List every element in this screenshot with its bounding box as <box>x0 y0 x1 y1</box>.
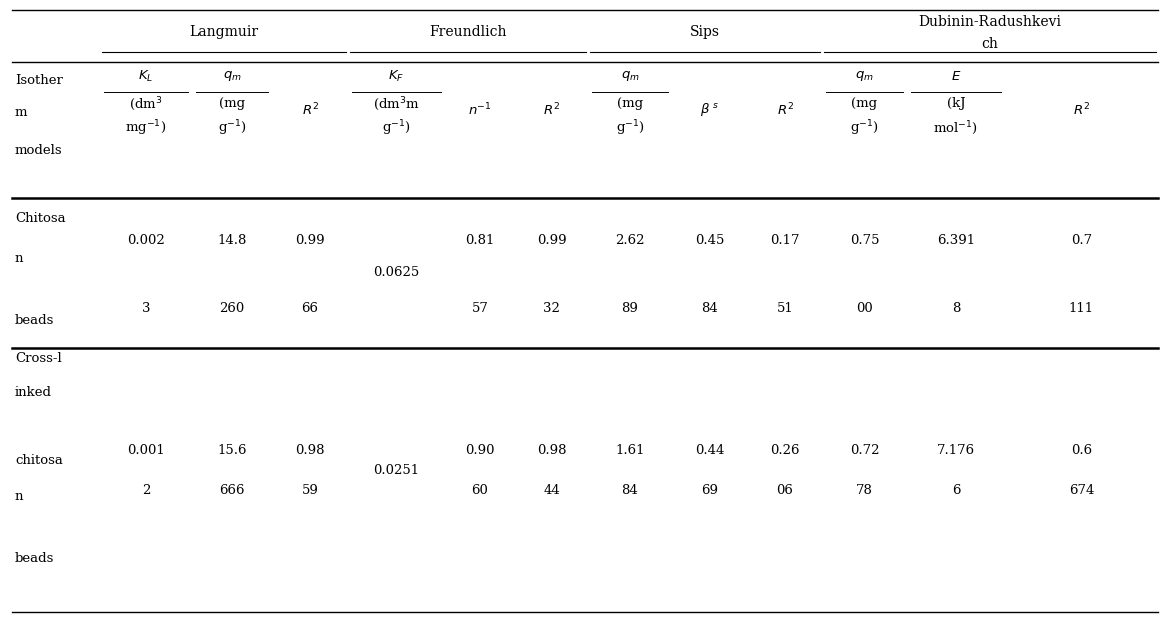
Text: mol$^{-1}$): mol$^{-1}$) <box>933 119 979 137</box>
Text: 0.26: 0.26 <box>770 443 799 456</box>
Text: 111: 111 <box>1069 301 1094 314</box>
Text: g$^{-1}$): g$^{-1}$) <box>850 118 878 138</box>
Text: 0.0625: 0.0625 <box>373 266 419 279</box>
Text: 674: 674 <box>1068 483 1094 496</box>
Text: 51: 51 <box>777 301 793 314</box>
Text: (dm$^3$: (dm$^3$ <box>129 95 163 113</box>
Text: Cross-l: Cross-l <box>15 352 62 365</box>
Text: 0.98: 0.98 <box>537 443 566 456</box>
Text: Isother: Isother <box>15 74 63 87</box>
Text: 84: 84 <box>622 483 638 496</box>
Text: 0.99: 0.99 <box>537 233 566 246</box>
Text: 0.17: 0.17 <box>770 233 799 246</box>
Text: 3: 3 <box>142 301 150 314</box>
Text: 44: 44 <box>543 483 560 496</box>
Text: 66: 66 <box>302 301 318 314</box>
Text: mg$^{-1}$): mg$^{-1}$) <box>126 118 167 138</box>
Text: (mg: (mg <box>617 98 643 111</box>
Text: 666: 666 <box>219 483 245 496</box>
Text: g$^{-1}$): g$^{-1}$) <box>615 118 644 138</box>
Text: 1.61: 1.61 <box>615 443 644 456</box>
Text: m: m <box>15 106 28 119</box>
Text: inked: inked <box>15 386 52 399</box>
Text: 6.391: 6.391 <box>937 233 975 246</box>
Text: 00: 00 <box>856 301 873 314</box>
Text: 0.002: 0.002 <box>127 233 165 246</box>
Text: Sips: Sips <box>690 25 720 39</box>
Text: (kJ: (kJ <box>947 98 966 111</box>
Text: $R^2$: $R^2$ <box>777 102 793 118</box>
Text: 260: 260 <box>219 301 245 314</box>
Text: 0.72: 0.72 <box>849 443 880 456</box>
Text: 7.176: 7.176 <box>937 443 975 456</box>
Text: (dm$^3$m: (dm$^3$m <box>373 95 419 113</box>
Text: 0.0251: 0.0251 <box>374 464 419 477</box>
Text: beads: beads <box>15 552 55 565</box>
Text: 0.6: 0.6 <box>1071 443 1092 456</box>
Text: $n^{-1}$: $n^{-1}$ <box>468 102 492 118</box>
Text: 59: 59 <box>302 483 318 496</box>
Text: 0.7: 0.7 <box>1071 233 1092 246</box>
Text: 2: 2 <box>142 483 150 496</box>
Text: n: n <box>15 490 23 503</box>
Text: $R^2$: $R^2$ <box>1073 102 1090 118</box>
Text: 6: 6 <box>952 483 960 496</box>
Text: 2.62: 2.62 <box>615 233 644 246</box>
Text: g$^{-1}$): g$^{-1}$) <box>218 118 246 138</box>
Text: $E$: $E$ <box>951 69 961 82</box>
Text: (mg: (mg <box>852 98 877 111</box>
Text: beads: beads <box>15 313 55 326</box>
Text: ch: ch <box>982 37 998 51</box>
Text: 0.001: 0.001 <box>127 443 165 456</box>
Text: $q_m$: $q_m$ <box>621 69 640 83</box>
Text: $\beta$ $^s$: $\beta$ $^s$ <box>700 102 720 118</box>
Text: $R^2$: $R^2$ <box>543 102 560 118</box>
Text: 0.81: 0.81 <box>465 233 495 246</box>
Text: 0.90: 0.90 <box>465 443 495 456</box>
Text: $R^2$: $R^2$ <box>302 102 318 118</box>
Text: 15.6: 15.6 <box>217 443 247 456</box>
Text: Freundlich: Freundlich <box>429 25 507 39</box>
Text: 8: 8 <box>952 301 960 314</box>
Text: (mg: (mg <box>219 98 245 111</box>
Text: 84: 84 <box>701 301 719 314</box>
Text: 57: 57 <box>472 301 488 314</box>
Text: 14.8: 14.8 <box>218 233 247 246</box>
Text: $K_F$: $K_F$ <box>388 69 404 84</box>
Text: 60: 60 <box>472 483 488 496</box>
Text: 06: 06 <box>777 483 793 496</box>
Text: g$^{-1}$): g$^{-1}$) <box>382 118 411 138</box>
Text: 0.44: 0.44 <box>696 443 725 456</box>
Text: chitosa: chitosa <box>15 454 63 467</box>
Text: $q_m$: $q_m$ <box>855 69 874 83</box>
Text: 89: 89 <box>622 301 638 314</box>
Text: 0.75: 0.75 <box>849 233 880 246</box>
Text: Dubinin-Radushkevi: Dubinin-Radushkevi <box>918 15 1061 29</box>
Text: 0.45: 0.45 <box>696 233 725 246</box>
Text: 78: 78 <box>856 483 873 496</box>
Text: Chitosa: Chitosa <box>15 212 65 225</box>
Text: $K_L$: $K_L$ <box>139 69 154 84</box>
Text: n: n <box>15 251 23 264</box>
Text: 0.98: 0.98 <box>295 443 325 456</box>
Text: $q_m$: $q_m$ <box>223 69 241 83</box>
Text: 32: 32 <box>543 301 560 314</box>
Text: 0.99: 0.99 <box>295 233 325 246</box>
Text: 69: 69 <box>701 483 719 496</box>
Text: models: models <box>15 144 63 157</box>
Text: Langmuir: Langmuir <box>190 25 259 39</box>
